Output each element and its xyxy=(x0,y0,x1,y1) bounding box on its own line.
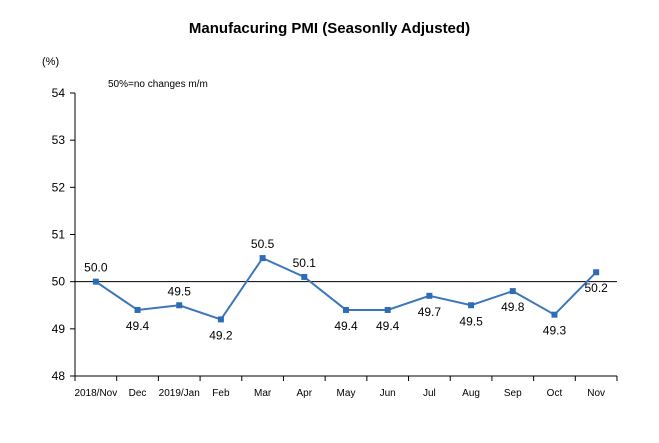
data-label: 50.2 xyxy=(584,281,608,295)
data-label: 50.0 xyxy=(84,261,108,275)
y-tick-label: 52 xyxy=(52,180,66,194)
chart-annotation: 50%=no changes m/m xyxy=(108,79,208,90)
data-label: 50.1 xyxy=(293,256,317,270)
x-tick-label: Mar xyxy=(254,388,272,399)
data-label: 49.4 xyxy=(376,319,400,333)
data-point xyxy=(551,311,558,318)
y-tick-label: 50 xyxy=(52,275,66,289)
y-tick-label: 54 xyxy=(52,86,66,100)
data-point xyxy=(384,306,391,313)
data-point xyxy=(217,316,224,323)
y-tick-label: 51 xyxy=(52,228,66,242)
y-tick-label: 53 xyxy=(52,133,66,147)
x-tick-label: 2019/Jan xyxy=(159,388,200,399)
data-point xyxy=(468,302,475,309)
data-point xyxy=(301,273,308,280)
x-tick-label: Jun xyxy=(380,388,396,399)
data-label: 49.4 xyxy=(334,319,358,333)
x-tick-label: 2018/Nov xyxy=(74,388,117,399)
data-point xyxy=(259,255,266,262)
data-label: 49.2 xyxy=(209,328,233,342)
data-point xyxy=(593,269,600,276)
x-tick-label: May xyxy=(337,388,356,399)
data-point xyxy=(92,278,99,285)
x-tick-label: Oct xyxy=(547,388,563,399)
data-point xyxy=(176,302,183,309)
data-label: 50.5 xyxy=(251,237,275,251)
x-tick-label: Apr xyxy=(297,388,313,399)
x-tick-label: Nov xyxy=(587,388,605,399)
data-label: 49.4 xyxy=(126,319,150,333)
data-point xyxy=(509,288,516,295)
data-point xyxy=(343,306,349,313)
y-tick-label: 49 xyxy=(52,322,66,336)
data-point xyxy=(426,292,433,299)
data-label: 49.8 xyxy=(501,300,525,314)
x-tick-label: Aug xyxy=(462,388,480,399)
data-label: 49.5 xyxy=(459,314,483,328)
x-tick-label: Dec xyxy=(129,388,147,399)
data-label: 49.7 xyxy=(418,305,442,319)
x-tick-label: Sep xyxy=(504,388,522,399)
data-point xyxy=(134,306,141,313)
x-tick-label: Feb xyxy=(212,388,230,399)
data-label: 49.5 xyxy=(168,284,192,298)
y-axis-unit: (%) xyxy=(42,56,60,68)
x-tick-label: Jul xyxy=(423,388,436,399)
y-tick-label: 48 xyxy=(52,369,66,383)
data-label: 49.3 xyxy=(543,324,567,338)
chart-title: Manufacuring PMI (Seasonlly Adjusted) xyxy=(188,20,471,37)
